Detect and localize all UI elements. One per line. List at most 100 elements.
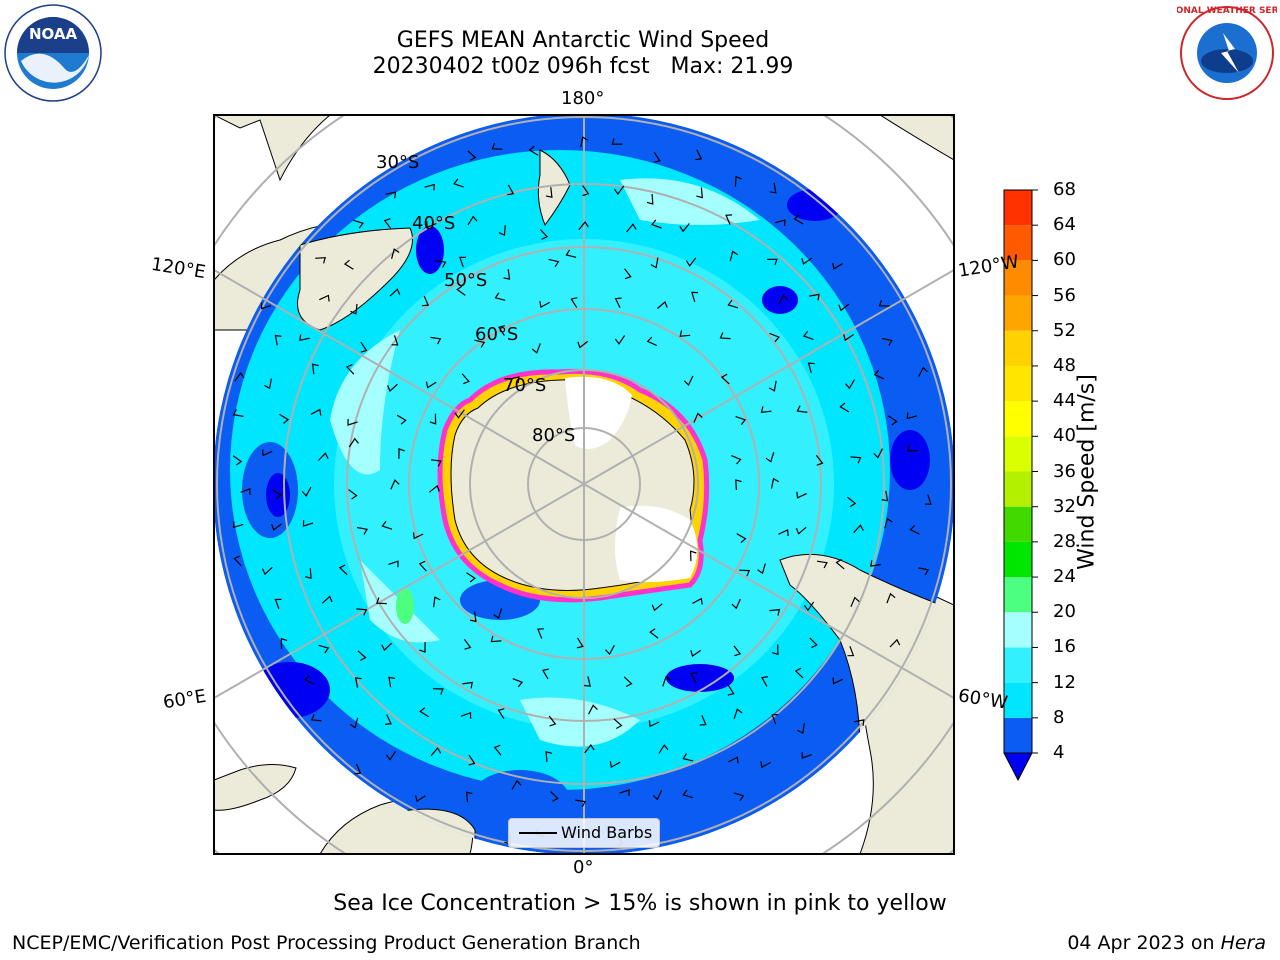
wind-barb: [280, 637, 288, 649]
wind-barb: [454, 409, 465, 419]
wind-barb: [430, 336, 442, 345]
wind-barb: [466, 572, 476, 583]
wind-barb: [733, 645, 742, 657]
wind-barb: [838, 303, 850, 312]
wind-barb: [317, 452, 329, 461]
wind-barb: [418, 560, 427, 572]
wind-barb: [770, 477, 779, 489]
wind-barb: [381, 520, 393, 530]
wind-barb: [430, 747, 442, 757]
legend-label: Wind Barbs: [561, 823, 653, 842]
wind-barb: [539, 228, 549, 240]
wind-barb: [545, 187, 553, 198]
wind-barb: [412, 532, 424, 540]
wind-barb: [889, 638, 901, 648]
wind-barb: [795, 526, 807, 535]
wind-barb: [651, 219, 662, 229]
wind-barb: [691, 291, 698, 303]
wind-barb: [271, 523, 282, 531]
wind-barb: [348, 489, 358, 500]
meridians: [214, 115, 954, 854]
wind-barb: [611, 138, 623, 145]
colorbar-tick-label: 48: [1053, 354, 1076, 376]
wind-barb: [775, 219, 786, 227]
wind-barb: [360, 341, 368, 353]
wind-barb: [807, 362, 815, 373]
wind-barb-legend: Wind Barbs: [508, 818, 660, 848]
wind-barb: [388, 560, 399, 568]
wind-barb: [765, 452, 775, 463]
wind-barb: [734, 175, 742, 187]
wind-barb: [768, 380, 777, 392]
wind-barb: [396, 414, 407, 425]
wind-barb: [528, 145, 539, 156]
wind-barb: [507, 184, 515, 196]
wind-barb: [727, 684, 735, 696]
colorbar-tick-label: 8: [1053, 706, 1065, 728]
wind-barb: [541, 668, 549, 680]
colorbar-swatch: [1004, 541, 1032, 578]
colorbar-swatch: [1004, 612, 1032, 648]
wind-barb: [729, 250, 739, 262]
wind-barb: [419, 641, 426, 653]
wind-barb: [304, 675, 315, 685]
colorbar-swatch: [1004, 401, 1032, 437]
wind-barb: [548, 258, 560, 268]
wind-barb: [794, 667, 804, 679]
wind-barb: [260, 302, 272, 310]
wind-barb: [550, 791, 559, 802]
wind-barb: [909, 525, 920, 535]
colorbar-swatch: [1004, 436, 1032, 472]
wind-barb: [312, 363, 319, 375]
wind-barb: [301, 486, 312, 497]
wind-barb: [731, 598, 741, 610]
wind-barb: [353, 219, 364, 229]
wind-barb: [232, 409, 244, 417]
wind-barb: [419, 707, 429, 718]
wind-barb: [906, 412, 918, 420]
lat-label-80s: 80°S: [532, 425, 576, 446]
wind-barb: [578, 220, 589, 231]
wind-barb: [605, 645, 615, 656]
colorbar-tick-label: 40: [1053, 425, 1076, 447]
wind-barb: [422, 295, 429, 307]
wind-barb: [651, 603, 663, 612]
wind-barb: [498, 325, 505, 336]
wind-barb: [809, 293, 820, 301]
wind-barb: [582, 185, 590, 197]
wind-barb: [350, 303, 358, 315]
wind-barb: [425, 381, 437, 389]
wind-barb: [728, 756, 739, 764]
colorbar-tick-label: 56: [1053, 284, 1076, 306]
wind-barb: [388, 676, 396, 688]
wind-barb: [614, 297, 622, 308]
colorbar-swatch: [1004, 471, 1032, 507]
colorbar-tick-label: 20: [1053, 601, 1076, 623]
wind-barb: [584, 676, 591, 687]
colorbar-tick-label: 52: [1053, 319, 1076, 341]
wind-barb: [793, 214, 804, 225]
wind-barb: [391, 335, 399, 346]
wind-barb: [310, 408, 322, 416]
wind-barb: [832, 677, 843, 685]
wind-barb: [803, 601, 815, 612]
colorbar-tick-label: 24: [1053, 566, 1076, 588]
wind-barb: [565, 249, 577, 258]
wind-barb: [853, 524, 864, 534]
host-name: Hera: [1220, 932, 1266, 954]
colorbar-tick-label: 12: [1053, 671, 1076, 693]
colorbar-swatch: [1004, 577, 1032, 613]
wind-barb: [435, 260, 447, 268]
wind-barb: [769, 608, 781, 616]
wind-barb: [491, 142, 503, 150]
wind-barb: [843, 334, 854, 342]
wind-barb: [873, 369, 884, 380]
wind-barb: [801, 751, 812, 759]
wind-barb: [797, 723, 805, 735]
wind-barb: [657, 300, 668, 309]
wind-barb: [460, 711, 472, 719]
wind-barb: [766, 258, 778, 266]
wind-barb: [761, 676, 769, 687]
wind-barb: [850, 596, 860, 608]
wind-barb: [623, 676, 633, 688]
